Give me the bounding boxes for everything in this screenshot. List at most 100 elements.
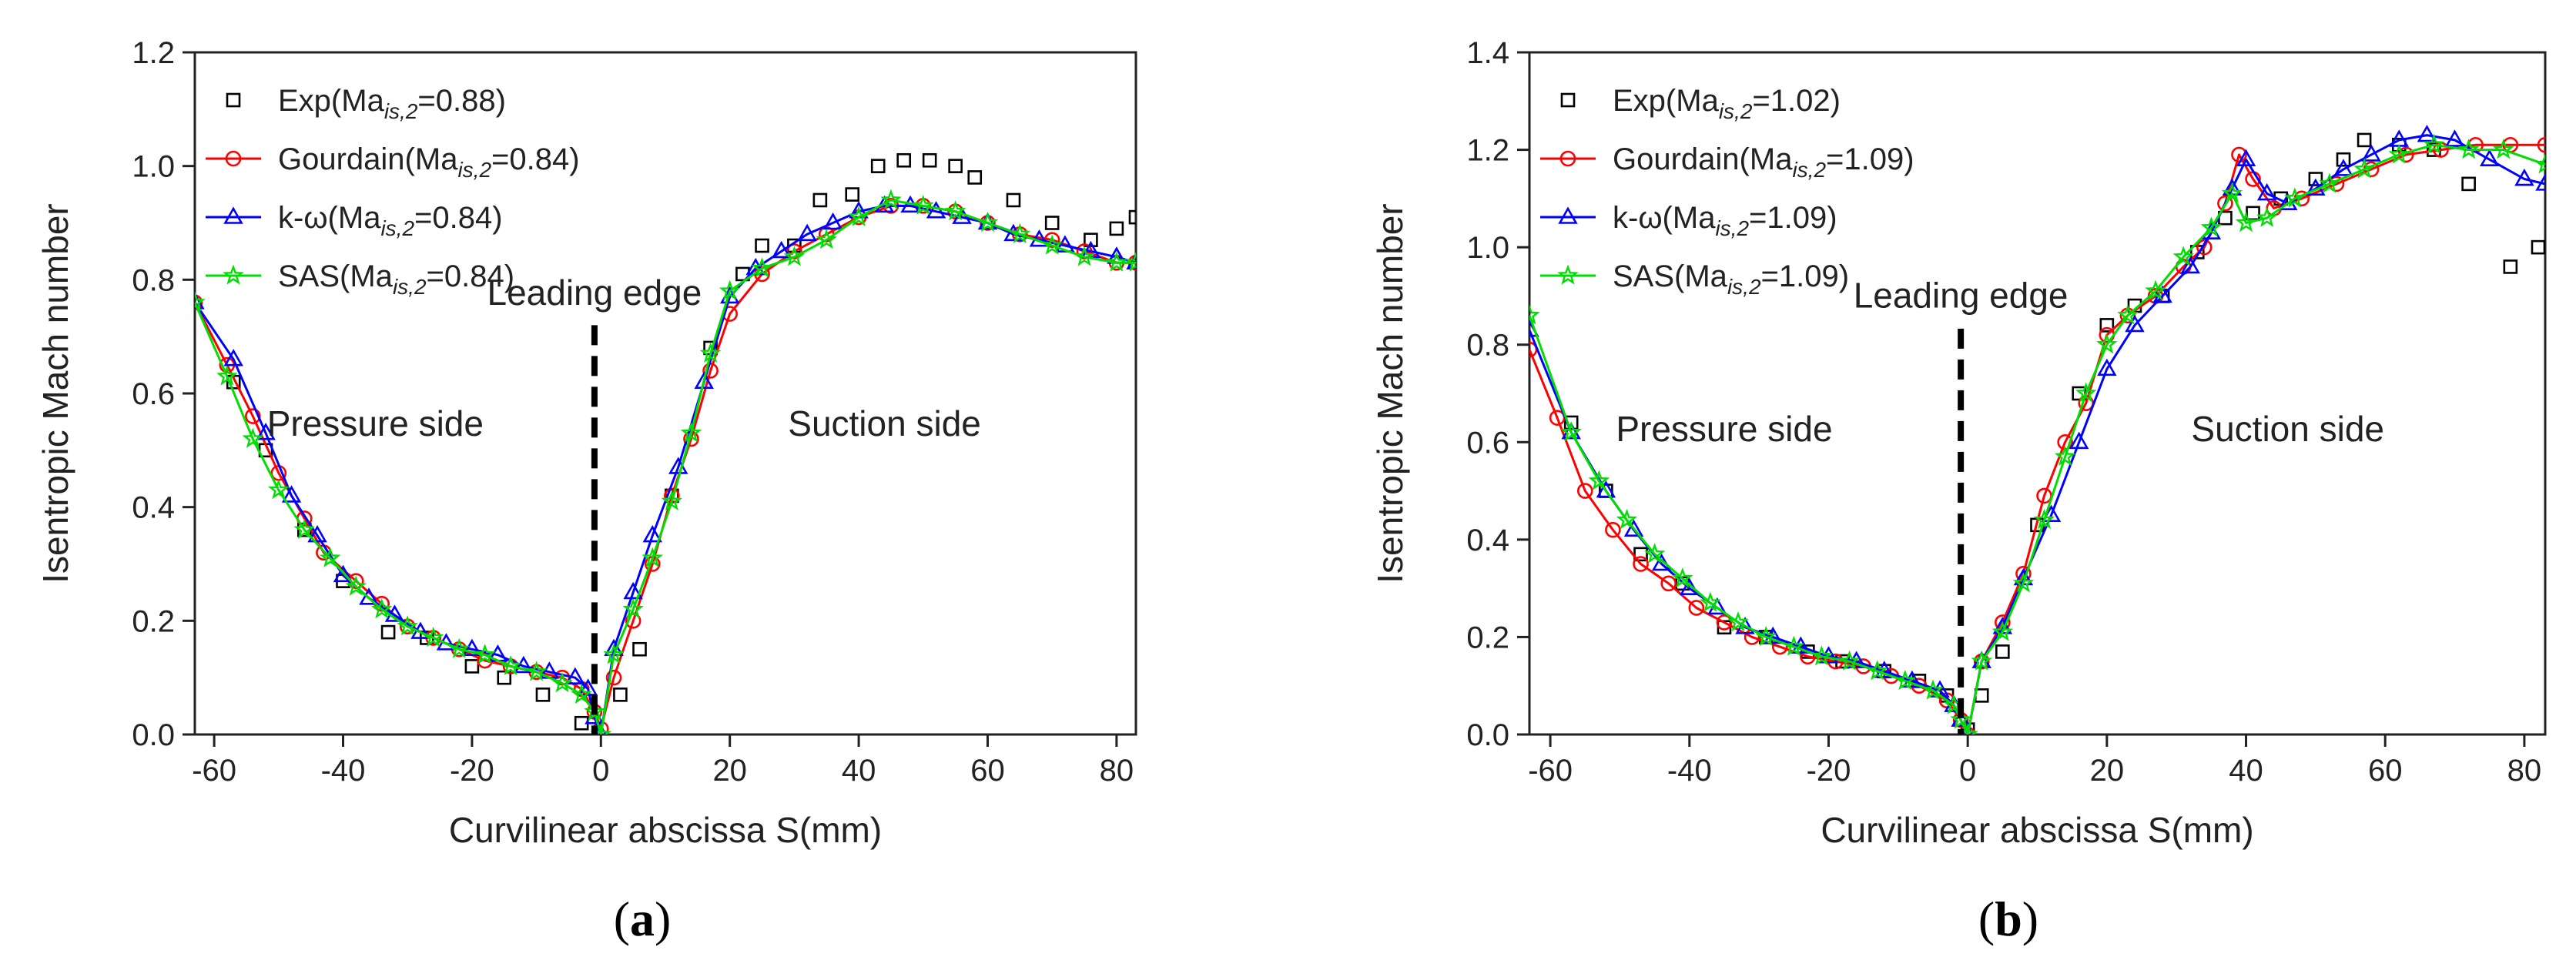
panel-b-exp-point — [2531, 239, 2545, 255]
panel-a-sas-point — [195, 291, 206, 312]
panel-b-legend-exp: Exp(Mais,2=1.02) — [1560, 84, 1841, 123]
panel-a-y-tick: 0.2 — [132, 604, 195, 638]
panel-b-pressure-side-label: Pressure side — [1616, 409, 1832, 449]
panel-b-gourdain-point — [1605, 521, 1621, 538]
panel-a-sas-point — [584, 701, 605, 721]
panel-a-sas-point — [1125, 251, 1136, 272]
panel-a-sas-point — [216, 365, 238, 386]
panel-a-x-tick-label: -20 — [450, 754, 494, 788]
panel-a-sas-point — [913, 194, 934, 215]
panel-b-sas-point — [2319, 172, 2340, 193]
panel-b-sas-point — [1894, 669, 1916, 691]
panel-b-k-omega-point — [1735, 617, 1755, 634]
panel-a-exp-point — [812, 192, 828, 208]
panel-b-legend: Exp(Mais,2=1.02) Gourdain(Mais,2=1.09) k… — [1540, 84, 1914, 299]
panel-a-y-tick-label: 0.4 — [132, 491, 175, 525]
panel-b-x-tick-label: 80 — [2507, 754, 2542, 788]
panel-a-legend-gourdain-symbol — [206, 150, 261, 167]
panel-a-k-omega-point — [333, 564, 353, 583]
panel-b-sas-point — [1560, 421, 1582, 442]
panel-b-legend-k-omega-text: k-ω(Mais,2=1.09) — [1613, 201, 1837, 240]
panel-b-k-omega-point — [2152, 285, 2172, 303]
panel-a-exp-point — [632, 641, 647, 657]
panel-b-sas-point — [2534, 153, 2545, 174]
panel-b-sas-point — [2054, 445, 2076, 467]
panel-a-k-omega-point — [797, 223, 817, 242]
panel-a-y-tick-label: 1.0 — [132, 150, 175, 184]
panel-b-k-omega-point — [1951, 709, 1971, 727]
panel-a-y-tick-label: 0.6 — [132, 377, 175, 411]
panel-a-sas-point — [783, 246, 806, 266]
panel-b-k-omega-point — [2535, 173, 2545, 191]
panel-b-exp-point — [1633, 547, 1648, 562]
panel-b-gourdain-point — [1576, 483, 1593, 499]
panel-b-k-omega-point — [2444, 129, 2465, 147]
panel-a-sas-point — [525, 661, 548, 681]
panel-a-sas-point — [1041, 234, 1063, 255]
panel-b-sas-point — [2423, 133, 2445, 154]
panel-b-exp-point — [2099, 318, 2115, 333]
panel-a-sas-point — [267, 479, 290, 500]
panel-b-y-tick-label: 0.4 — [1466, 524, 1509, 557]
panel-b-k-omega-point — [1623, 519, 1644, 537]
panel-a-exp-point — [1109, 221, 1124, 236]
panel-a-sas-point — [422, 627, 444, 647]
panel-b-k-omega-point — [2236, 149, 2256, 167]
panel-a-sas-point — [1009, 223, 1031, 244]
panel-a-sas-point — [345, 575, 367, 596]
panel-a-k-omega-point — [623, 581, 643, 600]
panel-b-sas-point — [2096, 333, 2118, 354]
panel-a-sas-point — [699, 342, 722, 363]
panel-b-y-tick: 1.2 — [1466, 134, 1529, 168]
panel-b-y-tick-label: 1.0 — [1466, 231, 1509, 265]
panel-b-x-tick-label: 60 — [2368, 754, 2403, 788]
panel-b-plot: -60 -40 -20 0 20 40 60 80 0.0 0.2 0.4 0.6 0.8 1.0 1.2 1… — [1466, 36, 2547, 788]
panel-a-x-tick: 40 — [842, 734, 876, 788]
panel-a-exp-point — [1044, 216, 1060, 230]
panel-b-x-tick-label: 40 — [2229, 754, 2263, 788]
panel-b-legend-gourdain-text: Gourdain(Mais,2=1.09) — [1613, 142, 1914, 182]
panel-b-x-tick-label: -40 — [1667, 754, 1712, 788]
panel-a-k-omega-point — [514, 655, 534, 674]
panel-b-sas-point — [1950, 708, 1971, 729]
panel-a-legend-gourdain-text: Gourdain(Mais,2=0.84) — [278, 142, 580, 182]
panel-b-exp-point — [2503, 259, 2518, 274]
panel-b-k-omega-point — [2256, 182, 2277, 201]
panel-a-series-sas — [195, 189, 1136, 734]
panel-a-sas-point — [976, 212, 999, 233]
panel-b-sas-point — [1643, 543, 1666, 564]
panel-a-exp-point — [1084, 233, 1098, 247]
panel-b-x-tick: 60 — [2368, 734, 2403, 788]
panel-a-sas-point — [641, 547, 664, 567]
panel-b-k-omega-point — [1902, 670, 1922, 688]
panel-b-legend-marker — [1558, 206, 1578, 224]
panel-a-y-tick-label: 0.8 — [132, 263, 175, 297]
panel-a-x-tick: 80 — [1100, 734, 1134, 788]
panel-b-sas-point — [2033, 509, 2055, 530]
panel-b-exp-point — [1995, 644, 2010, 659]
panel-b-legend-sas-text: SAS(Mais,2=1.09) — [1613, 259, 1849, 299]
panel-a-k-omega-point — [578, 678, 598, 696]
panel-a-legend-marker — [223, 206, 243, 224]
panel-b-sas-point — [1755, 625, 1777, 647]
panel-a-legend-sas-text: SAS(Mais,2=0.84) — [278, 259, 514, 299]
panel-b-k-omega-point — [2069, 431, 2089, 450]
panel-b-sas-point — [1922, 679, 1944, 700]
panel-a-series-layer — [195, 152, 1136, 734]
panel-a-sas-point — [1074, 246, 1095, 266]
panel-b-y-tick: 0.6 — [1466, 426, 1529, 460]
panel-b-y-tick-label: 1.2 — [1466, 134, 1509, 168]
panel-a-x-tick-label: 20 — [712, 754, 747, 788]
panel-b-k-omega-point — [1596, 480, 1616, 498]
panel-b-y-tick: 0.0 — [1466, 718, 1529, 752]
panel-a-y-tick-label: 1.2 — [132, 36, 175, 70]
panel-b-sas-point — [2388, 143, 2410, 164]
panel-a-sas-point — [474, 644, 496, 664]
panel-b-k-omega-point — [2479, 149, 2500, 167]
panel-b-k-omega-point — [2180, 256, 2200, 274]
panel-b-y-tick: 1.0 — [1466, 231, 1529, 265]
panel-b-y-tick: 0.4 — [1466, 524, 1529, 557]
panel-b-k-omega-point — [2361, 144, 2381, 162]
panel-a-y-tick: 1.2 — [132, 36, 195, 70]
